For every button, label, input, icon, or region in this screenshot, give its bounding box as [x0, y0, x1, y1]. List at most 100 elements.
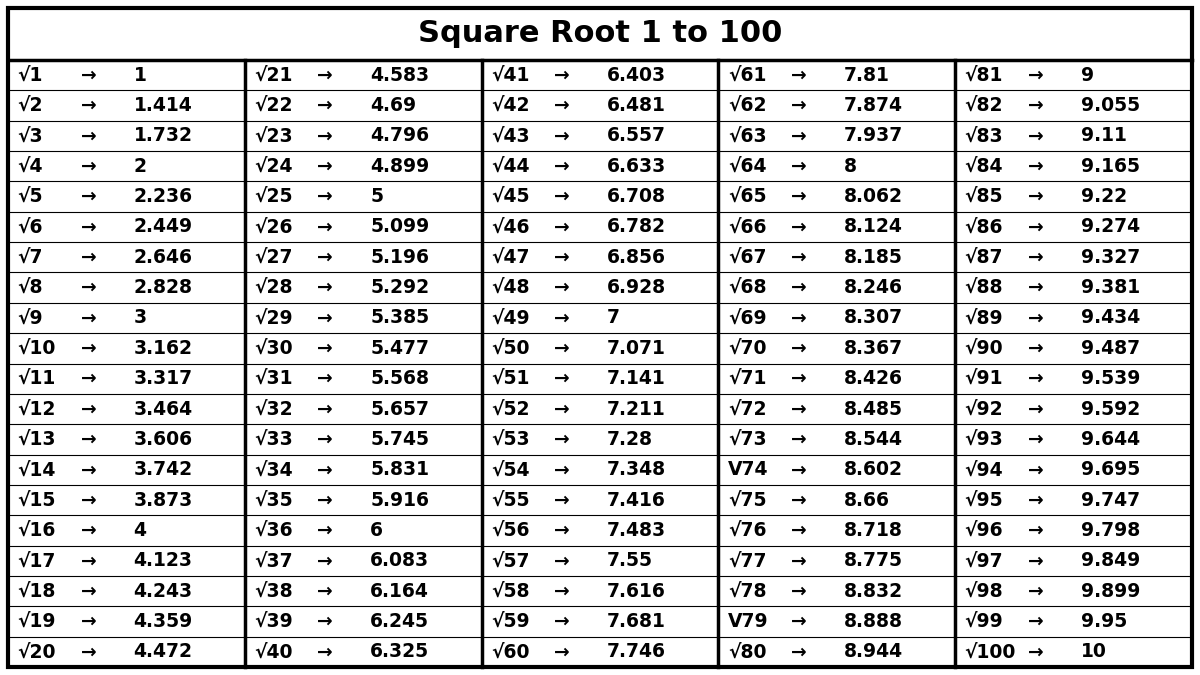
Text: →: → [791, 612, 806, 631]
Text: 5.831: 5.831 [371, 460, 430, 479]
Text: 7.416: 7.416 [607, 491, 666, 510]
Text: 9.487: 9.487 [1081, 339, 1140, 358]
Text: 8.944: 8.944 [844, 643, 904, 662]
Text: 1: 1 [133, 65, 146, 84]
Text: √52: √52 [491, 400, 529, 418]
Text: √49: √49 [491, 308, 529, 327]
Text: 10: 10 [1081, 643, 1106, 662]
Text: →: → [318, 521, 334, 540]
Text: →: → [318, 157, 334, 176]
Text: 5.568: 5.568 [371, 369, 430, 388]
Text: →: → [791, 582, 806, 601]
Text: 7.071: 7.071 [607, 339, 666, 358]
Text: →: → [80, 460, 96, 479]
Text: →: → [318, 582, 334, 601]
Text: √97: √97 [965, 551, 1003, 570]
Text: →: → [791, 643, 806, 662]
Text: →: → [1028, 339, 1044, 358]
Text: √41: √41 [491, 65, 529, 84]
Text: 9.274: 9.274 [1081, 217, 1140, 236]
Text: √30: √30 [254, 339, 293, 358]
Text: √87: √87 [965, 248, 1003, 267]
Text: √83: √83 [965, 126, 1003, 145]
Text: √93: √93 [965, 430, 1003, 449]
Text: 7.937: 7.937 [844, 126, 904, 145]
Text: √13: √13 [18, 430, 56, 449]
Text: 8.246: 8.246 [844, 278, 902, 297]
Text: 7.81: 7.81 [844, 65, 889, 84]
Text: 9.434: 9.434 [1081, 308, 1140, 327]
Text: √70: √70 [728, 339, 767, 358]
Text: √27: √27 [254, 248, 293, 267]
Text: √81: √81 [965, 65, 1003, 84]
Text: →: → [80, 278, 96, 297]
Text: √53: √53 [491, 430, 529, 449]
Text: →: → [80, 157, 96, 176]
Text: 2.236: 2.236 [133, 187, 193, 206]
Text: →: → [1028, 551, 1044, 570]
Text: √46: √46 [491, 217, 529, 236]
Text: →: → [318, 491, 334, 510]
Text: √9: √9 [18, 308, 43, 327]
Text: →: → [80, 369, 96, 388]
Text: √11: √11 [18, 369, 55, 388]
Text: √84: √84 [965, 157, 1003, 176]
Text: 5: 5 [371, 187, 383, 206]
Text: 4.69: 4.69 [371, 96, 416, 115]
Text: →: → [318, 339, 334, 358]
Text: 5.477: 5.477 [371, 339, 430, 358]
Text: 4.243: 4.243 [133, 582, 193, 601]
Text: √1: √1 [18, 65, 43, 84]
Text: 8.832: 8.832 [844, 582, 904, 601]
Text: 2.449: 2.449 [133, 217, 193, 236]
Text: 7.616: 7.616 [607, 582, 666, 601]
Text: √96: √96 [965, 521, 1003, 540]
Text: 8.367: 8.367 [844, 339, 904, 358]
Text: 9.539: 9.539 [1081, 369, 1140, 388]
Text: √65: √65 [728, 187, 767, 206]
Text: →: → [318, 369, 334, 388]
Text: √14: √14 [18, 460, 56, 479]
Text: →: → [1028, 217, 1044, 236]
Text: →: → [80, 521, 96, 540]
Text: →: → [791, 369, 806, 388]
Text: √48: √48 [491, 278, 529, 297]
Text: 6.557: 6.557 [607, 126, 666, 145]
Text: √62: √62 [728, 96, 767, 115]
Text: →: → [554, 157, 570, 176]
Text: √50: √50 [491, 339, 529, 358]
Text: 8.485: 8.485 [844, 400, 902, 418]
Text: →: → [791, 96, 806, 115]
Text: √63: √63 [728, 126, 767, 145]
Text: →: → [80, 430, 96, 449]
Text: →: → [318, 400, 334, 418]
Text: 6.481: 6.481 [607, 96, 666, 115]
Text: 4.796: 4.796 [371, 126, 430, 145]
Text: →: → [1028, 96, 1044, 115]
Text: √31: √31 [254, 369, 293, 388]
Text: →: → [318, 187, 334, 206]
Text: √29: √29 [254, 308, 293, 327]
Text: 5.745: 5.745 [371, 430, 430, 449]
Text: 5.292: 5.292 [371, 278, 430, 297]
Text: →: → [554, 643, 570, 662]
Text: →: → [791, 248, 806, 267]
Text: →: → [80, 187, 96, 206]
Text: 4.472: 4.472 [133, 643, 192, 662]
Text: √85: √85 [965, 187, 1003, 206]
Text: √47: √47 [491, 248, 529, 267]
Text: √5: √5 [18, 187, 43, 206]
Text: →: → [1028, 582, 1044, 601]
Text: →: → [554, 430, 570, 449]
Text: 6.164: 6.164 [371, 582, 430, 601]
Text: 7.141: 7.141 [607, 369, 666, 388]
Text: 7.681: 7.681 [607, 612, 666, 631]
Text: V79: V79 [728, 612, 768, 631]
Text: √100: √100 [965, 643, 1016, 662]
Text: 7.874: 7.874 [844, 96, 902, 115]
Text: 6.403: 6.403 [607, 65, 666, 84]
Text: →: → [80, 491, 96, 510]
Text: →: → [1028, 187, 1044, 206]
Text: →: → [554, 187, 570, 206]
Text: →: → [1028, 612, 1044, 631]
